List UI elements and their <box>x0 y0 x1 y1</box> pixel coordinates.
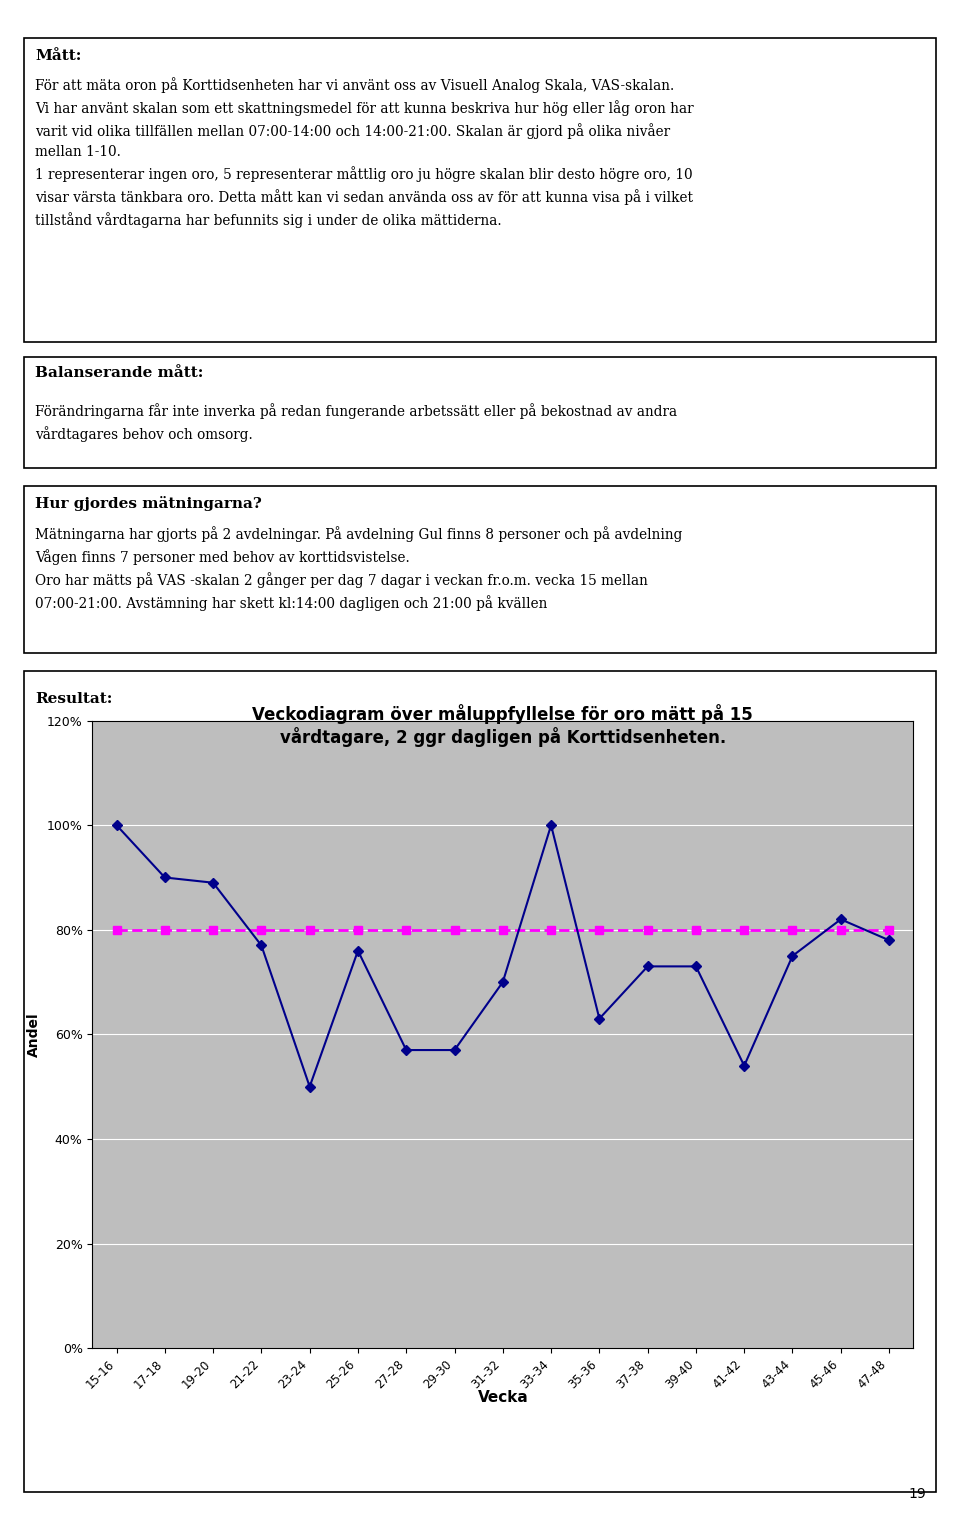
Text: Förändringarna får inte inverka på redan fungerande arbetssätt eller på bekostna: Förändringarna får inte inverka på redan… <box>35 404 677 442</box>
Text: Hur gjordes mätningarna?: Hur gjordes mätningarna? <box>35 497 262 510</box>
Text: För att mäta oron på Korttidsenheten har vi använt oss av Visuell Analog Skala, : För att mäta oron på Korttidsenheten har… <box>35 77 693 228</box>
Text: Resultat:: Resultat: <box>35 693 112 706</box>
Text: Vecka: Vecka <box>477 1390 528 1405</box>
Text: Balanserande mått:: Balanserande mått: <box>35 366 204 380</box>
Text: Mätningarna har gjorts på 2 avdelningar. På avdelning Gul finns 8 personer och p: Mätningarna har gjorts på 2 avdelningar.… <box>35 526 683 611</box>
Text: Mått:: Mått: <box>35 49 82 62</box>
Y-axis label: Andel: Andel <box>27 1012 41 1057</box>
Text: Veckodiagram över måluppfyllelse för oro mätt på 15
vårdtagare, 2 ggr dagligen p: Veckodiagram över måluppfyllelse för oro… <box>252 703 754 747</box>
Text: 19: 19 <box>909 1487 926 1501</box>
